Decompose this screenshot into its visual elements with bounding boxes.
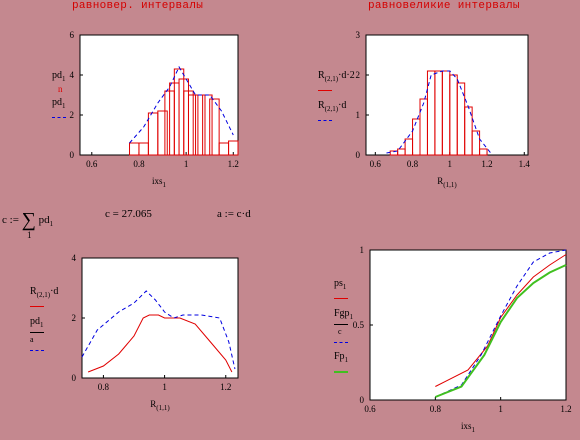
- legend-mark-red: [30, 301, 58, 312]
- x-tick-label: 1.4: [519, 159, 531, 169]
- series-line: [434, 264, 567, 398]
- density-line: [386, 70, 492, 154]
- y-tick-label: 4: [70, 70, 75, 80]
- x-tick-label: 1: [448, 159, 453, 169]
- legend-top-right: R(2,1)·d·2 R(2,1)·d: [318, 70, 355, 126]
- density-line: [129, 65, 234, 144]
- legend-entry: Fp1: [334, 351, 349, 364]
- histogram-bar: [187, 94, 199, 156]
- legend-mark-red: [334, 293, 353, 304]
- histogram-bar: [209, 98, 220, 156]
- y-tick-label: 0: [70, 150, 75, 160]
- header-right: равновеликие интервалы: [368, 0, 520, 12]
- x-axis-label: ixs1: [152, 176, 167, 189]
- histogram-bar: [479, 148, 488, 156]
- x-axis-label: ixs1: [461, 421, 476, 434]
- formula-c-definition: c := ∑ pd1: [2, 209, 54, 231]
- y-tick-label: 0: [360, 395, 365, 405]
- y-tick-label: 1: [360, 245, 365, 255]
- formula-c-value: c = 27.065: [105, 208, 152, 220]
- legend-entry: c: [338, 327, 342, 336]
- x-tick-label: 0.8: [98, 382, 110, 392]
- legend-entry: a: [30, 335, 34, 344]
- x-axis-label: R(1,1): [437, 176, 457, 189]
- y-tick-label: 1: [356, 110, 361, 120]
- y-tick-label: 2: [70, 110, 75, 120]
- series-line: [81, 290, 236, 370]
- y-tick-label: 3: [356, 30, 361, 40]
- legend-mark-blue: [318, 115, 355, 126]
- plot-area: [81, 257, 239, 379]
- legend-mark-red: [318, 85, 355, 96]
- legend-entry: ps1: [334, 278, 347, 291]
- header-left: равновер. интервалы: [72, 0, 204, 12]
- legend-mark-green: [334, 366, 353, 377]
- legend-mark-blue: [52, 112, 66, 123]
- x-tick-label: 0.8: [430, 404, 442, 414]
- y-tick-label: 2: [72, 313, 77, 323]
- sum-symbol: ∑: [21, 209, 36, 231]
- sum-index: 1: [27, 230, 32, 240]
- y-tick-label: 0.5: [353, 320, 365, 330]
- series-line: [87, 314, 233, 373]
- plot-area: [365, 34, 529, 156]
- x-tick-label: 1: [184, 159, 189, 169]
- legend-mark-blue: [334, 337, 353, 348]
- histogram-bar: [157, 110, 168, 156]
- x-tick-label: 0.6: [86, 159, 98, 169]
- x-tick-label: 0.6: [370, 159, 382, 169]
- y-tick-label: 4: [72, 253, 77, 263]
- legend-entry: R(2,1)·d: [30, 286, 59, 299]
- y-tick-label: 0: [72, 373, 77, 383]
- legend-bottom-right: ps1 Fgp1 c Fp1: [334, 278, 353, 377]
- legend-entry: R(2,1)·d: [318, 100, 347, 113]
- y-tick-label: 2: [356, 70, 361, 80]
- histogram-bar: [228, 140, 239, 156]
- formula-a-definition: a := c·d: [217, 208, 251, 220]
- y-tick-label: 6: [70, 30, 75, 40]
- plot-area: [79, 34, 239, 156]
- x-tick-label: 1: [162, 382, 167, 392]
- legend-entry: pd1: [52, 70, 66, 83]
- x-tick-label: 0.6: [364, 404, 376, 414]
- legend-mark-blue: [30, 345, 58, 356]
- x-tick-label: 1.2: [481, 159, 492, 169]
- legend-entry: pd1: [52, 97, 66, 110]
- y-tick-label: 0: [356, 150, 361, 160]
- x-tick-label: 1.2: [228, 159, 239, 169]
- x-tick-label: 0.8: [407, 159, 419, 169]
- legend-mark-red: n: [58, 84, 63, 94]
- plot-area: [369, 249, 567, 401]
- x-axis-label: R(1,1): [150, 399, 170, 412]
- x-tick-label: 1.2: [560, 404, 571, 414]
- legend-entry: pd1: [30, 316, 44, 329]
- series-line: [435, 254, 567, 387]
- histogram-bar: [471, 130, 481, 156]
- x-tick-label: 1: [498, 404, 503, 414]
- x-tick-label: 1.2: [220, 382, 231, 392]
- x-tick-label: 0.8: [133, 159, 145, 169]
- legend-entry: Fgp1: [334, 308, 354, 321]
- legend-entry: R(2,1)·d·2: [318, 70, 355, 83]
- legend-bottom-left: R(2,1)·d pd1 a: [30, 286, 58, 356]
- legend-top-left: pd1 n pd1: [52, 70, 66, 123]
